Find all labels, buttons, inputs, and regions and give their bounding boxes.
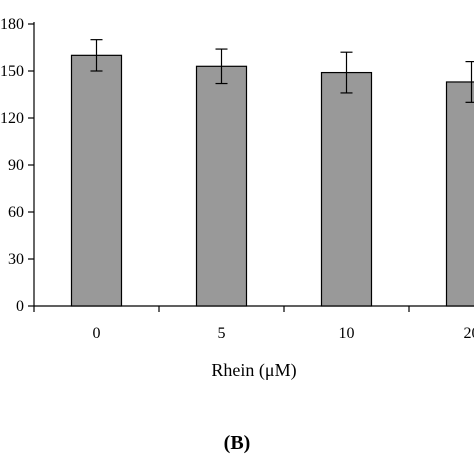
y-tick-label: 150: [0, 63, 24, 80]
plot-area: 0 30 60 90 120 150 180 0 5 10 20 Rhein (μM): [0, 16, 474, 381]
bar: [320, 71, 373, 307]
y-tick-label: 60: [8, 204, 24, 221]
y-tick-label: 90: [8, 157, 24, 174]
bar: [195, 65, 248, 307]
bar: [70, 54, 123, 307]
bar: [445, 81, 474, 307]
y-tick-label: 0: [16, 298, 24, 315]
y-tick-label: 180: [0, 16, 24, 33]
x-tick-label: 10: [339, 325, 355, 342]
y-tick-label: 120: [0, 110, 24, 127]
x-tick-label: 20: [464, 325, 474, 342]
y-tick-label: 30: [8, 251, 24, 268]
x-axis-title: Rhein (μM): [211, 360, 296, 381]
panel-label: (B): [223, 432, 251, 454]
x-tick-label: 0: [93, 325, 101, 342]
x-tick-label: 5: [218, 325, 226, 342]
